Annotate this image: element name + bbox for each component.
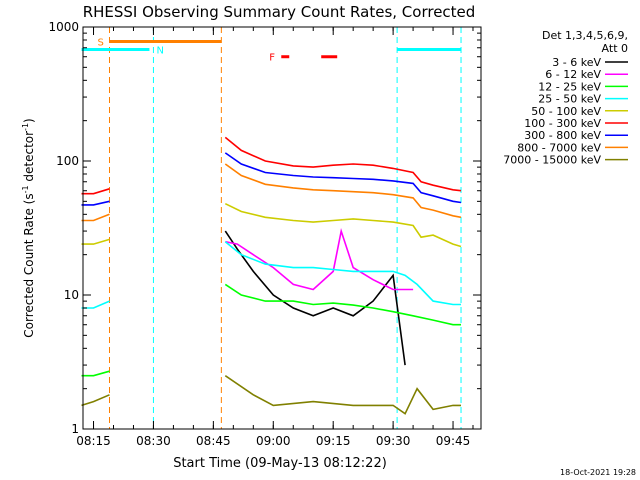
series-line: [224, 152, 462, 204]
series-6: [81, 152, 462, 206]
x-tick-label: 09:15: [316, 434, 351, 448]
series-line: [225, 227, 414, 291]
series-line: [81, 188, 110, 195]
series-8: [81, 375, 461, 415]
legend-label: 12 - 25 keV: [538, 80, 601, 93]
series-line: [81, 238, 110, 245]
series-line: [224, 230, 406, 366]
legend-label: 800 - 7000 keV: [517, 141, 601, 154]
y-axis-label-end: ): [22, 118, 36, 123]
y-axis: 1 10 100 1000: [48, 20, 481, 436]
y-axis-label-mid: detector: [22, 131, 36, 186]
series-line: [81, 213, 110, 222]
series-3: [81, 241, 461, 309]
legend-label: 300 - 800 keV: [524, 129, 601, 142]
x-tick-label: 08:30: [136, 434, 171, 448]
saa-flag-label: S: [97, 37, 103, 48]
plot-frame: [82, 26, 482, 430]
y-tick-label: 100: [56, 154, 79, 168]
x-tick-label: 09:45: [436, 434, 471, 448]
x-tick-label: 09:00: [256, 434, 291, 448]
plot-area: S N F: [81, 27, 462, 429]
x-axis: 08:15 08:30 08:45 09:00 09:15 09:30 09:45: [76, 27, 474, 448]
y-tick-label: 10: [64, 288, 79, 302]
series-line: [81, 200, 110, 206]
series-line: [224, 136, 462, 192]
night-flag-label: N: [156, 45, 163, 56]
series-line: [81, 394, 110, 407]
series-7: [81, 163, 462, 222]
x-tick-label: 09:30: [376, 434, 411, 448]
series-0: [224, 230, 406, 366]
series-4: [81, 202, 462, 248]
series-line: [81, 300, 110, 309]
legend-label: 6 - 12 keV: [545, 68, 601, 81]
y-tick-label: 1: [71, 422, 79, 436]
legend-label: 7000 - 15000 keV: [503, 154, 601, 167]
flare-flag-label: F: [269, 53, 275, 64]
series-line: [224, 241, 461, 306]
legend-label: 50 - 100 keV: [531, 105, 601, 118]
chart-title: RHESSI Observing Summary Count Rates, Co…: [83, 3, 476, 21]
series-line: [224, 202, 462, 248]
x-tick-label: 08:45: [196, 434, 231, 448]
series-line: [81, 370, 110, 377]
series-5: [81, 136, 462, 195]
legend-header-line1: Det 1,3,4,5,6,9,: [542, 29, 628, 42]
y-axis-label: Corrected Count Rate (s-1 detector-1): [21, 118, 36, 337]
footer-date: 18-Oct-2021 19:28: [560, 468, 636, 477]
y-axis-label-sup2: -1: [21, 123, 30, 131]
series-line: [224, 283, 461, 326]
x-axis-label: Start Time (09-May-13 08:12:22): [173, 456, 387, 471]
y-axis-label-text: Corrected Count Rate (s: [22, 193, 36, 337]
legend-header-line2: Att 0: [602, 42, 628, 55]
y-tick-label: 1000: [48, 20, 79, 34]
legend-label: 3 - 6 keV: [552, 56, 601, 69]
legend-label: 25 - 50 keV: [538, 93, 601, 106]
series-line: [224, 163, 462, 219]
series-line: [224, 375, 461, 415]
series-2: [81, 283, 461, 377]
legend-label: 100 - 300 keV: [524, 117, 601, 130]
y-axis-label-sup1: -1: [21, 185, 30, 193]
series-1: [225, 227, 414, 291]
x-tick-label: 08:15: [76, 434, 111, 448]
